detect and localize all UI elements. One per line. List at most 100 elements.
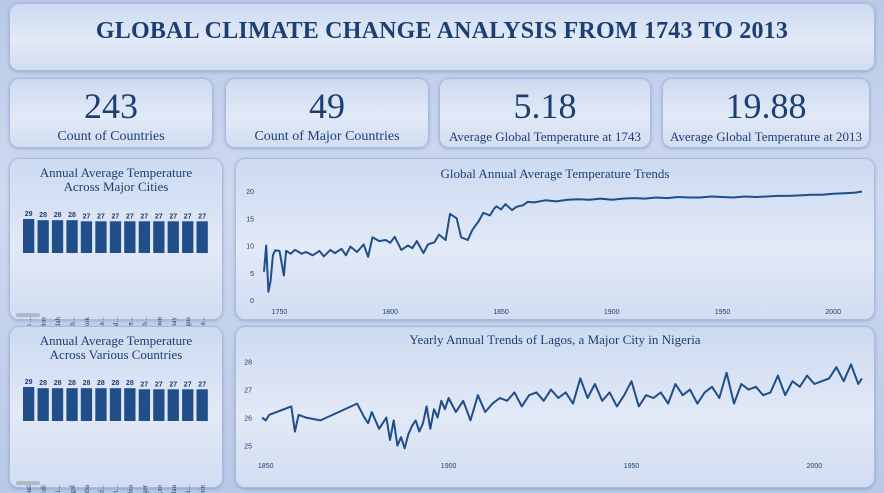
bar (182, 389, 194, 421)
bar (23, 219, 35, 253)
category-label: Gambia (126, 484, 134, 493)
kpi-card-temp-2013: 19.88 Average Global Temperature at 2013 (662, 78, 870, 148)
x-tick-label: 1850 (258, 463, 274, 470)
data-label: 27 (198, 381, 206, 388)
x-tick-label: 1900 (441, 463, 457, 470)
line-chart-lagos-panel: Yearly Annual Trends of Lagos, a Major C… (235, 326, 875, 488)
y-tick-label: 10 (246, 244, 254, 251)
y-tick-label: 25 (244, 444, 252, 451)
x-tick-label: 1950 (715, 309, 731, 316)
category-label: Senegal (69, 485, 77, 493)
chart-title: Yearly Annual Trends of Lagos, a Major C… (409, 332, 701, 347)
data-label: 28 (83, 380, 91, 387)
chart-title: Global Annual Average Temperature Trends (440, 166, 670, 181)
y-tick-label: 26 (244, 416, 252, 423)
bar (138, 221, 150, 253)
chart-title: Annual Average Temperature Across Major … (39, 165, 193, 194)
bar (66, 388, 78, 421)
bar (80, 388, 93, 421)
y-tick-label: 5 (250, 271, 254, 278)
data-label: 28 (68, 212, 76, 219)
bar (167, 221, 179, 253)
bar (153, 389, 165, 421)
kpi-card-countries: 243 Count of Countries (9, 78, 213, 148)
x-tick-label: 1900 (604, 309, 620, 316)
series-line (263, 190, 863, 293)
chart-title: Annual Average Temperature Across Variou… (39, 333, 193, 362)
data-label: 27 (83, 213, 91, 220)
bar-chart-countries-panel: Annual Average Temperature Across Variou… (9, 326, 223, 493)
bar (23, 387, 35, 421)
data-label: 28 (54, 380, 62, 387)
category-label: Mali (40, 485, 48, 493)
bar (124, 221, 136, 253)
category-label: Lagos (184, 317, 192, 334)
data-label: 28 (126, 380, 134, 387)
x-tick-label: 1950 (624, 463, 640, 470)
bar (95, 388, 107, 421)
x-tick-label: 1850 (493, 309, 509, 316)
category-label: Aruba (83, 484, 91, 493)
data-label: 27 (169, 381, 177, 388)
y-tick-label: 0 (250, 298, 254, 305)
bar (196, 389, 208, 421)
category-label: Burki... (54, 485, 62, 493)
bar (138, 389, 150, 421)
kpi-card-temp-1743: 5.18 Average Global Temperature at 1743 (439, 78, 651, 148)
line-chart-global-panel: Global Annual Average Temperature Trends… (235, 158, 875, 320)
bar (51, 220, 64, 253)
bar (124, 388, 136, 421)
y-tick-label: 27 (244, 388, 252, 395)
bar (51, 388, 64, 421)
horizontal-scrollbar[interactable] (16, 313, 40, 317)
data-label: 28 (54, 212, 62, 219)
data-label: 28 (112, 380, 120, 387)
series-line (261, 363, 863, 450)
data-label: 27 (140, 381, 148, 388)
y-tick-label: 28 (244, 360, 252, 367)
dashboard-title: GLOBAL CLIMATE CHANGE ANALYSIS FROM 1743… (95, 18, 789, 44)
kpi-value: 19.88 (725, 86, 807, 126)
category-label: Niger (141, 484, 149, 493)
data-label: 28 (97, 380, 105, 387)
data-label: 27 (155, 213, 163, 220)
data-label: 28 (39, 212, 47, 219)
x-tick-label: 1750 (272, 309, 288, 316)
data-label: 27 (184, 381, 192, 388)
bar (182, 221, 194, 253)
data-label: 27 (169, 213, 177, 220)
data-label: 27 (126, 213, 134, 220)
kpi-label: Average Global Temperature at 2013 (669, 129, 863, 144)
bar (37, 388, 49, 421)
category-label: Palau (170, 485, 178, 493)
x-tick-label: 1800 (382, 309, 398, 316)
category-label: Curaçao (155, 485, 163, 493)
bar-chart-cities: 29Umm ...28Madras28Jiddah28Ho Ch...27Ban… (23, 211, 208, 342)
data-label: 27 (112, 213, 120, 220)
horizontal-scrollbar[interactable] (16, 481, 40, 485)
kpi-label: Average Global Temperature at 1743 (448, 129, 642, 144)
bar (66, 220, 78, 253)
data-label: 27 (97, 213, 105, 220)
bar (167, 389, 179, 421)
data-label: 29 (25, 379, 33, 386)
kpi-label: Count of Major Countries (254, 129, 400, 144)
data-label: 28 (68, 380, 76, 387)
y-tick-label: 15 (246, 216, 254, 223)
kpi-value: 243 (84, 86, 138, 126)
category-label: United... (97, 485, 105, 493)
data-label: 27 (140, 213, 148, 220)
bar (153, 221, 165, 253)
bar-chart-countries: 29 Djibouti 28 Mali 28 Burki... 28 Senegal 28 Aru… (23, 379, 208, 493)
category-label: Jiddah (54, 317, 62, 336)
data-label: 29 (25, 211, 33, 218)
bar (80, 221, 93, 253)
bar (37, 220, 49, 253)
kpi-card-major-countries: 49 Count of Major Countries (225, 78, 429, 148)
title-panel: GLOBAL CLIMATE CHANGE ANALYSIS FROM 1743… (9, 3, 875, 71)
bar-chart-cities-panel: Annual Average Temperature Across Major … (9, 158, 223, 342)
category-label: Bonai... (184, 485, 192, 493)
data-label: 27 (155, 381, 163, 388)
kpi-label: Count of Countries (57, 129, 165, 144)
category-label: Mauri... (112, 485, 120, 493)
